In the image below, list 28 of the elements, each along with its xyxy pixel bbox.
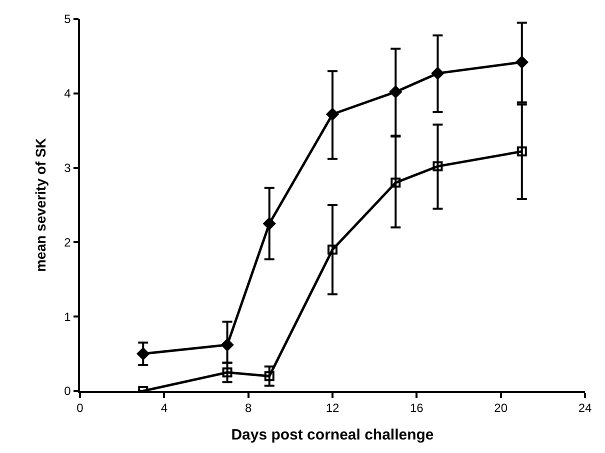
- point: [516, 146, 527, 156]
- x-tick-label: 20: [494, 401, 508, 416]
- point: [432, 67, 444, 80]
- point: [263, 217, 276, 230]
- x-tick-label: 8: [244, 401, 252, 416]
- point: [222, 367, 232, 378]
- point: [326, 108, 339, 120]
- x-tick-label: 12: [326, 401, 340, 416]
- point: [221, 338, 234, 352]
- point: [389, 86, 402, 98]
- x-axis-title: Days post corneal challenge: [231, 426, 434, 444]
- x-tick-label: 0: [76, 401, 84, 416]
- point: [516, 56, 528, 68]
- y-tick-label: 2: [64, 235, 72, 250]
- y-tick-label: 4: [64, 86, 72, 101]
- point: [432, 161, 443, 172]
- point: [264, 371, 274, 382]
- y-tick-label: 3: [64, 161, 72, 175]
- point: [328, 244, 338, 255]
- y-tick-label: 5: [64, 12, 72, 26]
- x-tick-label: 16: [410, 401, 424, 416]
- y-tick-label: 1: [64, 310, 72, 324]
- point: [136, 348, 150, 360]
- point: [390, 178, 401, 188]
- y-tick-label: 0: [64, 384, 72, 398]
- x-tick-label: 24: [578, 401, 592, 416]
- y-axis-title: mean severity of SK: [32, 138, 48, 272]
- x-tick-label: 4: [160, 401, 168, 416]
